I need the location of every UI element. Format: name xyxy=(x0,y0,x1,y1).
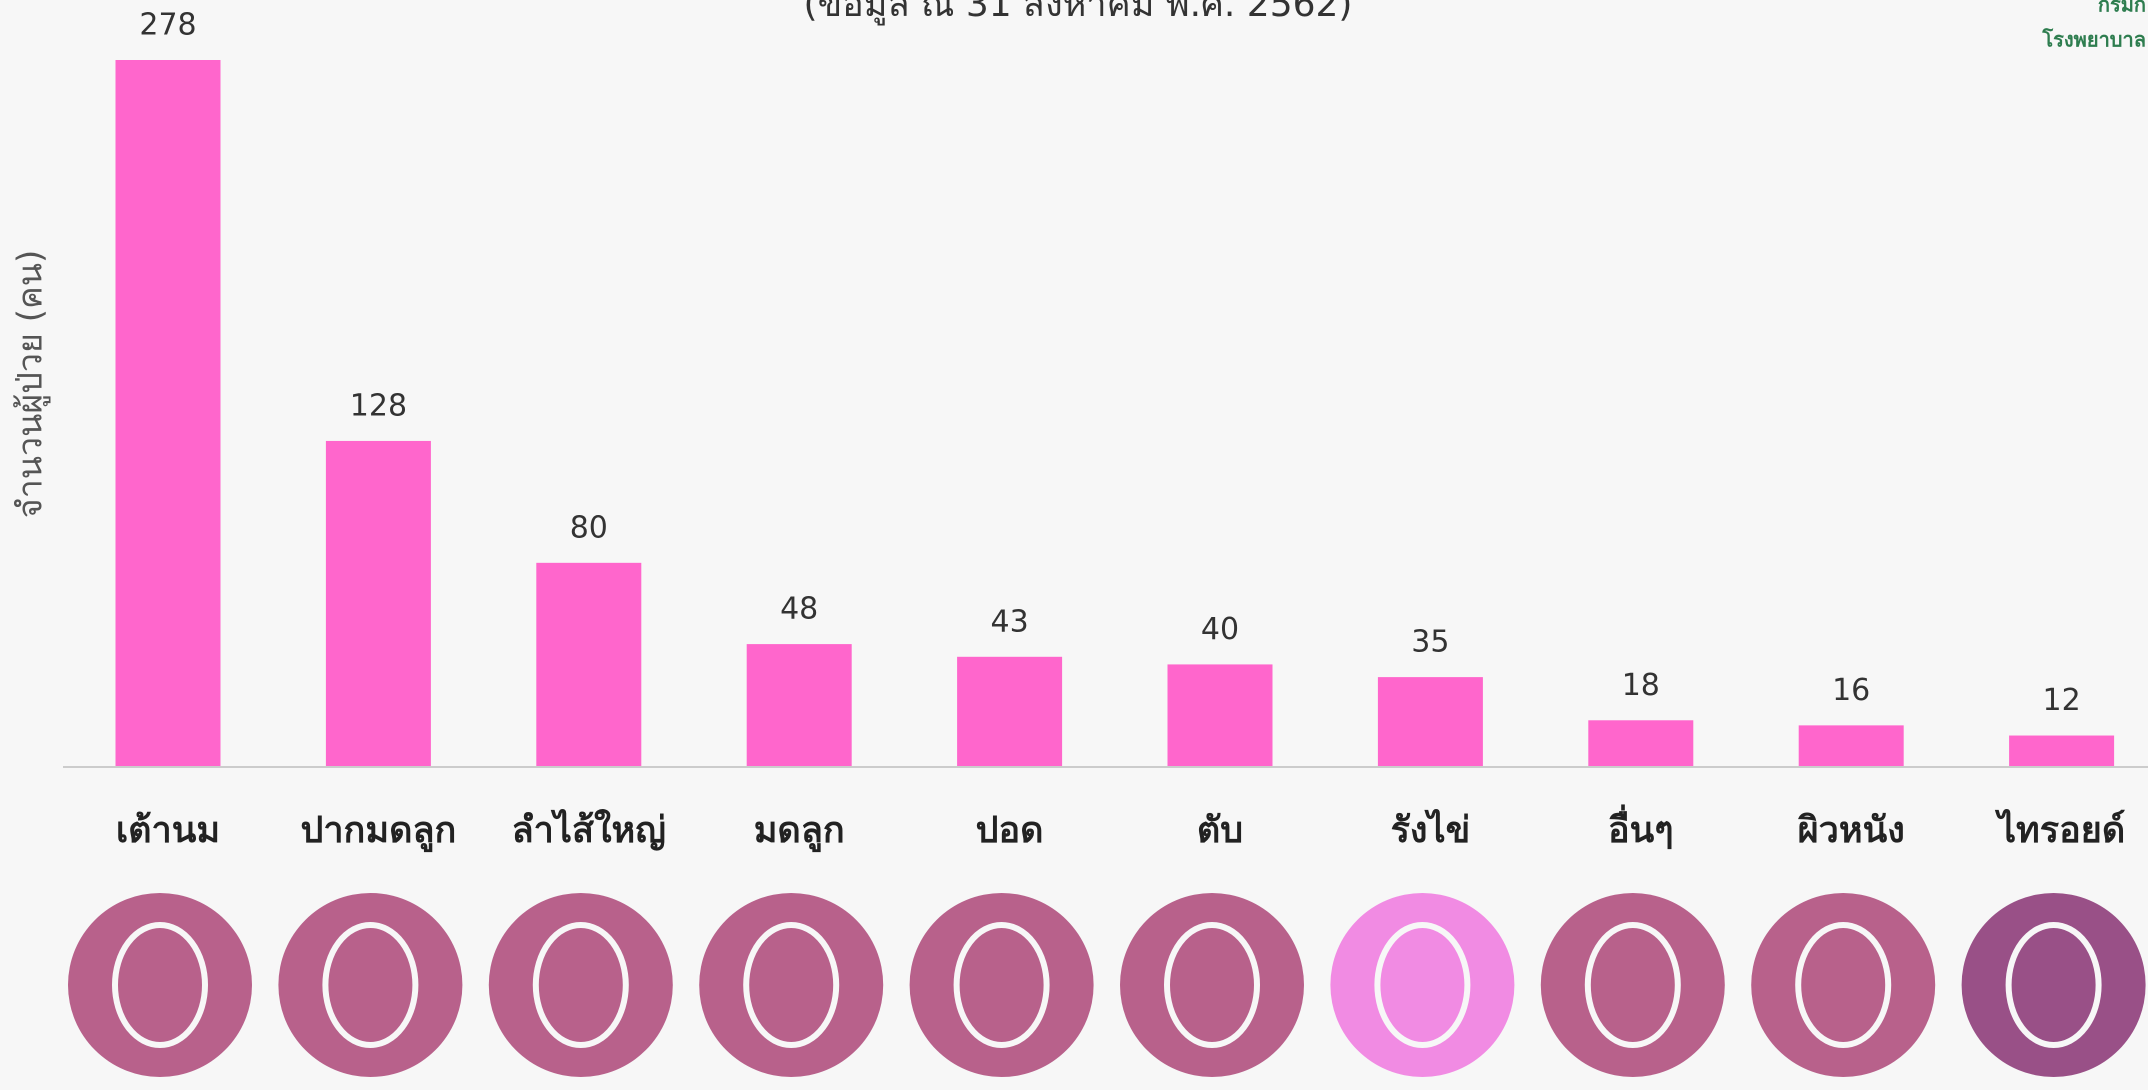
value-label: 12 xyxy=(2043,683,2081,718)
organ-icon xyxy=(910,893,1094,1077)
organ-icon xyxy=(1330,893,1514,1077)
bar xyxy=(536,563,641,766)
chart-subtitle: (ข้อมูล ณ 31 สิงหาคม พ.ศ. 2562) xyxy=(804,0,1353,26)
bar xyxy=(1588,720,1693,766)
x-tick-label: ผิวหนัง xyxy=(1798,810,1905,851)
value-label: 40 xyxy=(1201,612,1239,647)
x-tick-label: ปากมดลูก xyxy=(300,810,456,853)
bar xyxy=(2009,736,2114,766)
bar xyxy=(747,644,852,766)
organ-icon xyxy=(278,893,462,1077)
organ-icon xyxy=(1751,893,1935,1077)
bar xyxy=(1378,677,1483,766)
value-label: 43 xyxy=(991,604,1029,639)
organ-icon xyxy=(68,893,252,1077)
organ-icon xyxy=(489,893,673,1077)
bar xyxy=(116,60,221,766)
organ-icon xyxy=(699,893,883,1077)
x-tick-label: ปอด xyxy=(976,810,1044,851)
x-tick-label: อื่นๆ xyxy=(1608,804,1674,851)
value-label: 16 xyxy=(1832,673,1870,708)
value-label: 80 xyxy=(570,510,608,545)
value-label: 18 xyxy=(1622,668,1660,703)
x-tick-label: ตับ xyxy=(1197,810,1243,851)
bar xyxy=(957,657,1062,766)
value-label: 128 xyxy=(350,388,407,423)
x-tick-label: มดลูก xyxy=(754,810,845,853)
bar xyxy=(1168,664,1273,766)
x-tick-label: เต้านม xyxy=(116,810,220,851)
y-axis-label: จำนวนผู้ป่วย (คน) xyxy=(11,250,51,518)
source-line: กรมก xyxy=(2098,0,2146,17)
organ-icon xyxy=(1962,893,2146,1077)
value-label: 35 xyxy=(1411,625,1449,660)
x-tick-label: รังไข่ xyxy=(1391,808,1471,851)
chart: (ข้อมูล ณ 31 สิงหาคม พ.ศ. 2562) กรมก โรง… xyxy=(0,0,2148,1090)
bar xyxy=(1799,725,1904,766)
organ-icon xyxy=(1120,893,1304,1077)
value-label: 278 xyxy=(139,8,196,43)
value-label: 48 xyxy=(780,592,818,627)
x-tick-label: ลำไส้ใหญ่ xyxy=(512,808,666,851)
bar xyxy=(326,441,431,766)
x-tick-label: ไทรอยด์ xyxy=(1994,808,2125,851)
organ-icon xyxy=(1541,893,1725,1077)
source-line: โรงพยาบาล xyxy=(2041,28,2146,52)
